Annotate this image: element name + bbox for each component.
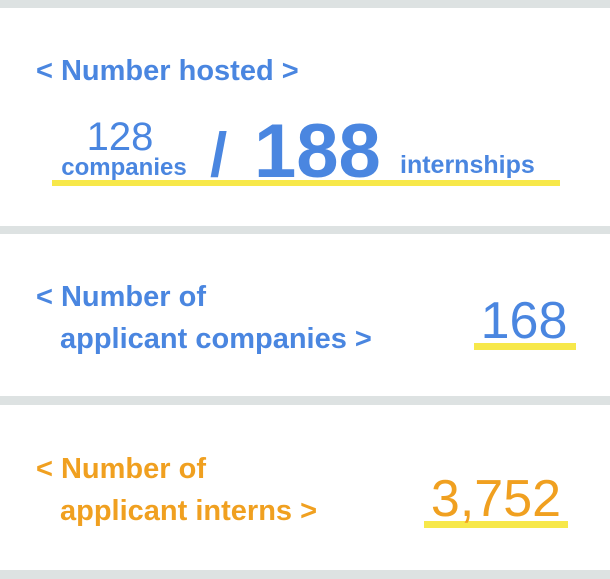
- value: 3,752: [431, 470, 561, 528]
- underline: [424, 521, 568, 528]
- card: [0, 405, 610, 570]
- underline: [52, 180, 560, 186]
- unit: companies: [61, 154, 186, 181]
- card-title-line: < Number of: [36, 281, 206, 313]
- underline: [474, 343, 576, 350]
- card: [0, 8, 610, 226]
- card: [0, 234, 610, 396]
- separator: /: [210, 121, 227, 190]
- card-title-line: < Number of: [36, 453, 206, 485]
- count: 128: [87, 115, 154, 159]
- card-title: < Number hosted >: [36, 55, 299, 87]
- unit: internships: [400, 151, 535, 179]
- card-title-line: applicant companies >: [60, 323, 372, 355]
- value: 168: [481, 292, 568, 350]
- card-title-line: applicant interns >: [60, 495, 317, 527]
- count: 188: [254, 109, 381, 194]
